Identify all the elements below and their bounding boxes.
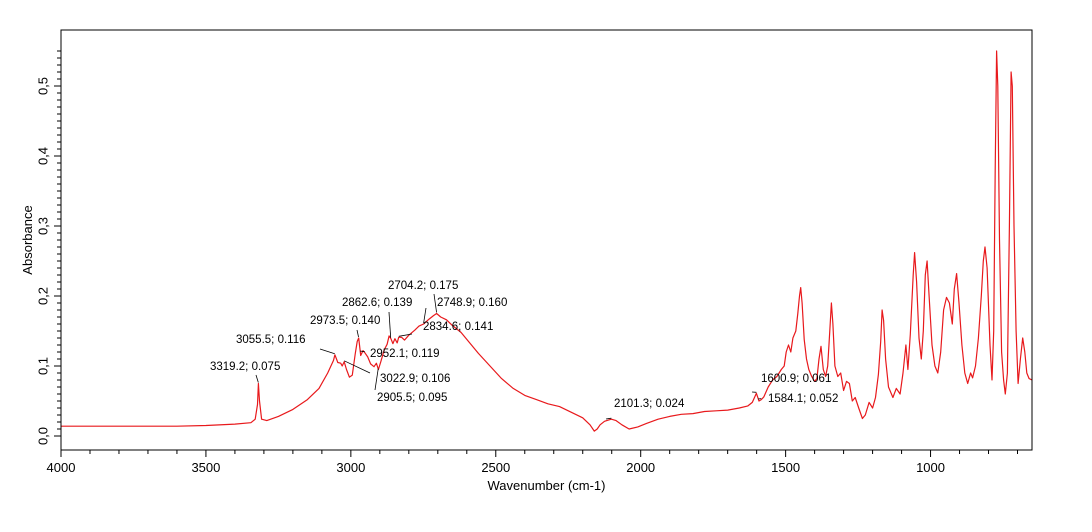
x-axis-title: Wavenumber (cm-1) xyxy=(488,478,606,493)
peak-annotation: 3022.9; 0.106 xyxy=(380,373,450,385)
plot-area xyxy=(61,50,1033,432)
y-tick-label: 0,2 xyxy=(35,287,50,305)
annotation-leader xyxy=(388,311,392,338)
peak-annotation: 2101.3; 0.024 xyxy=(614,398,685,410)
annotation-leader xyxy=(374,368,379,391)
peak-annotation: 3055.5; 0.116 xyxy=(236,334,306,346)
x-tick-label: 1000 xyxy=(916,460,945,475)
x-tick-label: 1500 xyxy=(771,460,800,475)
peak-annotation: 2952.1; 0.119 xyxy=(370,348,440,360)
peak-annotation: 2973.5; 0.140 xyxy=(310,315,380,327)
y-tick-label: 0,5 xyxy=(35,77,50,95)
peak-annotation: 2704.2; 0.175 xyxy=(388,280,458,292)
annotation-leader xyxy=(398,333,413,337)
peak-annotation: 1600.9; 0.061 xyxy=(761,373,831,385)
annotation-leader xyxy=(319,348,335,355)
x-axis: 4000 3500 3000 2500 2000 1500 1000 xyxy=(47,450,1019,475)
peak-annotation: 3319.2; 0.075 xyxy=(210,361,280,373)
y-axis: 0,0 0,1 0,2 0,3 0,4 0,5 xyxy=(35,50,61,445)
annotation-leader xyxy=(433,293,437,313)
x-tick-label: 2500 xyxy=(481,460,510,475)
y-tick-label: 0,4 xyxy=(35,147,50,165)
y-tick-label: 0,0 xyxy=(35,427,50,445)
annotation-layer: 3319.2; 0.075 3055.5; 0.116 2973.5; 0.140 2… xyxy=(210,280,838,420)
peak-annotation: 1584.1; 0.052 xyxy=(768,393,838,405)
annotation-leader xyxy=(359,350,365,353)
x-tick-label: 4000 xyxy=(47,460,76,475)
annotation-leader xyxy=(423,307,427,324)
peak-annotation: 2834.6; 0.141 xyxy=(423,321,493,333)
annotation-leader xyxy=(356,329,359,338)
annotation-leader xyxy=(344,360,371,374)
peak-annotation: 2748.9; 0.160 xyxy=(437,297,507,309)
y-tick-label: 0,1 xyxy=(35,357,50,375)
spectrum-line-0 xyxy=(61,50,1033,432)
peak-annotation: 2862.6; 0.139 xyxy=(342,297,412,309)
annotation-leader xyxy=(605,417,612,420)
peak-annotation: 2905.5; 0.095 xyxy=(377,392,447,404)
x-tick-label: 3000 xyxy=(336,460,365,475)
y-tick-label: 0,3 xyxy=(35,217,50,235)
annotation-leader xyxy=(255,374,259,383)
y-axis-title: Absorbance xyxy=(20,205,35,274)
x-tick-label: 2000 xyxy=(626,460,655,475)
x-tick-label: 3500 xyxy=(191,460,220,475)
